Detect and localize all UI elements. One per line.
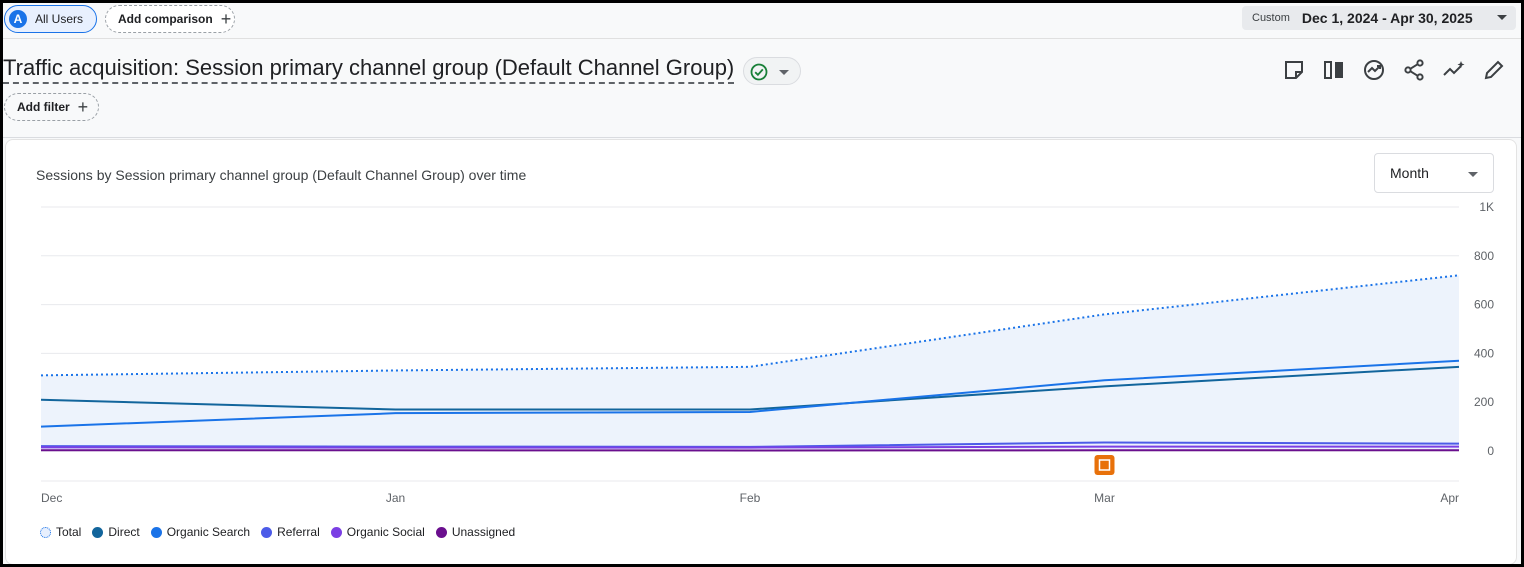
series-line-direct xyxy=(40,365,1460,411)
time-granularity-select[interactable]: Month xyxy=(1374,153,1494,193)
edit-icon[interactable] xyxy=(1482,58,1506,82)
chevron-down-icon xyxy=(1468,172,1478,177)
legend-swatch xyxy=(330,526,342,538)
x-tick-label: Dec xyxy=(41,491,62,505)
add-comparison-button[interactable]: Add comparison + xyxy=(105,5,235,33)
add-filter-label: Add filter xyxy=(17,100,70,114)
y-tick-label: 0 xyxy=(1487,444,1494,458)
date-range-picker[interactable]: Custom Dec 1, 2024 - Apr 30, 2025 xyxy=(1242,6,1516,30)
y-tick-label: 1K xyxy=(1479,200,1494,214)
annotation-glyph xyxy=(1098,459,1111,471)
legend-label: Organic Social xyxy=(346,525,425,539)
segment-label: All Users xyxy=(35,12,84,26)
legend-item-total[interactable]: Total xyxy=(40,525,81,539)
insights-icon[interactable] xyxy=(1362,58,1386,82)
top-bar: A All Users Add comparison + Custom Dec … xyxy=(3,3,1521,39)
legend-item-organic-search[interactable]: Organic Search xyxy=(150,525,251,539)
legend-item-direct[interactable]: Direct xyxy=(92,525,140,539)
legend-item-referral[interactable]: Referral xyxy=(261,525,320,539)
legend-label: Total xyxy=(56,525,82,539)
date-range-type: Custom xyxy=(1252,12,1290,24)
header-divider xyxy=(3,137,1521,138)
segment-chip-all-users[interactable]: A All Users xyxy=(4,5,97,33)
legend-swatch xyxy=(150,526,162,538)
data-quality-status-button[interactable] xyxy=(743,57,801,85)
y-tick-label: 600 xyxy=(1474,298,1494,312)
add-filter-button[interactable]: Add filter + xyxy=(4,93,99,121)
x-tick-label: Feb xyxy=(740,491,761,505)
chevron-down-icon xyxy=(779,70,789,75)
plus-icon: + xyxy=(220,8,232,29)
y-tick-label: 200 xyxy=(1474,395,1494,409)
legend-item-unassigned[interactable]: Unassigned xyxy=(435,525,516,539)
note-icon[interactable] xyxy=(1282,58,1306,82)
trend-icon[interactable] xyxy=(1442,58,1466,82)
series-line-organic-search xyxy=(40,359,1460,428)
legend-label: Referral xyxy=(277,525,320,539)
series-line-organic-social xyxy=(40,445,1459,449)
legend-label: Organic Search xyxy=(166,525,251,539)
legend-swatch xyxy=(40,526,51,538)
report-frame: A All Users Add comparison + Custom Dec … xyxy=(3,3,1521,564)
legend-swatch xyxy=(261,526,273,538)
x-tick-label: Apr xyxy=(1440,491,1459,505)
series-area-total xyxy=(41,275,1459,451)
x-tick-label: Jan xyxy=(386,491,405,505)
y-tick-label: 400 xyxy=(1474,346,1494,360)
plus-icon: + xyxy=(77,96,89,117)
legend-label: Direct xyxy=(108,525,140,539)
compare-columns-icon[interactable] xyxy=(1322,58,1346,82)
legend-item-organic-social[interactable]: Organic Social xyxy=(330,525,425,539)
chart-card: Sessions by Session primary channel grou… xyxy=(5,139,1517,564)
segment-avatar: A xyxy=(9,10,27,28)
x-tick-label: Mar xyxy=(1094,491,1115,505)
legend-label: Unassigned xyxy=(451,525,516,539)
annotation-icon xyxy=(1094,455,1115,475)
chart-title: Sessions by Session primary channel grou… xyxy=(36,167,527,183)
check-circle-icon xyxy=(750,63,768,81)
line-chart: 1K 800 600 400 200 0 Dec Jan Feb Mar Apr xyxy=(40,200,1494,505)
y-tick-label: 800 xyxy=(1474,249,1494,263)
series-line-total xyxy=(40,274,1460,377)
chart-legend: Total Direct Organic Search Referral Organic… xyxy=(40,525,526,539)
date-range-value: Dec 1, 2024 - Apr 30, 2025 xyxy=(1301,10,1473,26)
add-comparison-label: Add comparison xyxy=(118,12,213,26)
legend-swatch xyxy=(435,526,447,538)
chevron-down-icon xyxy=(1497,15,1507,20)
share-icon[interactable] xyxy=(1402,58,1426,82)
legend-swatch xyxy=(92,526,104,538)
time-granularity-value: Month xyxy=(1390,165,1429,181)
page-title[interactable]: Traffic acquisition: Session primary cha… xyxy=(3,55,735,84)
